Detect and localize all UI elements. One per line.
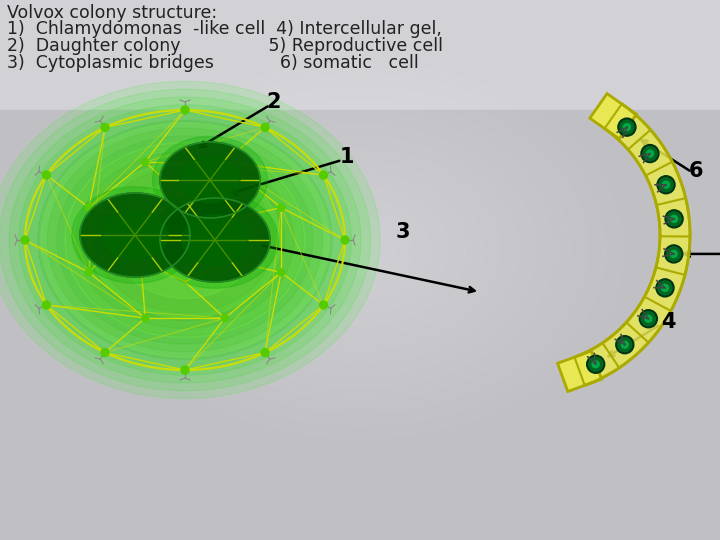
- Ellipse shape: [102, 210, 168, 260]
- Bar: [0, 110, 720, 540]
- Ellipse shape: [89, 162, 281, 318]
- Circle shape: [278, 269, 284, 276]
- Ellipse shape: [161, 220, 209, 260]
- Circle shape: [181, 366, 189, 374]
- Ellipse shape: [180, 157, 240, 203]
- Circle shape: [221, 158, 228, 165]
- Ellipse shape: [28, 113, 342, 367]
- Circle shape: [658, 281, 672, 295]
- Ellipse shape: [76, 152, 294, 328]
- Circle shape: [642, 312, 655, 326]
- Ellipse shape: [41, 123, 329, 357]
- Circle shape: [665, 245, 683, 263]
- Circle shape: [142, 315, 149, 321]
- Circle shape: [639, 310, 657, 328]
- Polygon shape: [575, 104, 690, 386]
- Ellipse shape: [137, 201, 233, 279]
- Text: Volvox colony structure:: Volvox colony structure:: [7, 4, 217, 22]
- Circle shape: [657, 176, 675, 194]
- Circle shape: [665, 210, 683, 228]
- Circle shape: [261, 124, 269, 131]
- Circle shape: [616, 336, 634, 354]
- Circle shape: [221, 315, 228, 321]
- Circle shape: [587, 355, 605, 373]
- Circle shape: [643, 146, 657, 160]
- Ellipse shape: [80, 193, 190, 277]
- Ellipse shape: [0, 89, 371, 391]
- Circle shape: [101, 349, 109, 356]
- Ellipse shape: [95, 167, 274, 313]
- Circle shape: [42, 171, 50, 179]
- Circle shape: [659, 178, 673, 192]
- Text: 2)  Daughter colony                5) Reproductive cell: 2) Daughter colony 5) Reproductive cell: [7, 37, 443, 55]
- Circle shape: [620, 120, 634, 134]
- Text: 3)  Cytoplasmic bridges            6) somatic   cell: 3) Cytoplasmic bridges 6) somatic cell: [7, 54, 419, 72]
- Text: 1: 1: [340, 147, 354, 167]
- Circle shape: [42, 301, 50, 309]
- Circle shape: [645, 315, 652, 322]
- Ellipse shape: [66, 144, 303, 336]
- Text: 3: 3: [396, 222, 410, 242]
- Ellipse shape: [153, 136, 268, 224]
- Text: 4: 4: [661, 312, 675, 332]
- Circle shape: [341, 236, 349, 244]
- Circle shape: [624, 124, 631, 131]
- Ellipse shape: [86, 159, 284, 321]
- Text: 2: 2: [266, 92, 281, 112]
- Circle shape: [142, 158, 149, 165]
- Circle shape: [86, 204, 92, 211]
- Ellipse shape: [0, 82, 380, 399]
- Ellipse shape: [160, 198, 270, 282]
- Circle shape: [647, 150, 654, 157]
- Circle shape: [618, 338, 632, 352]
- Circle shape: [670, 215, 678, 222]
- Polygon shape: [590, 93, 636, 139]
- Circle shape: [278, 204, 284, 211]
- Ellipse shape: [19, 105, 351, 375]
- Circle shape: [662, 285, 668, 292]
- Ellipse shape: [57, 136, 313, 344]
- Circle shape: [667, 247, 680, 261]
- Circle shape: [593, 361, 599, 368]
- Circle shape: [589, 357, 603, 372]
- Circle shape: [670, 251, 678, 258]
- Circle shape: [618, 118, 636, 136]
- Circle shape: [261, 349, 269, 356]
- Ellipse shape: [48, 128, 323, 352]
- Bar: [0, 0, 720, 110]
- Circle shape: [320, 171, 328, 179]
- Text: 6: 6: [689, 161, 703, 181]
- Circle shape: [667, 212, 681, 226]
- Circle shape: [101, 124, 109, 131]
- Circle shape: [181, 106, 189, 114]
- Ellipse shape: [38, 120, 332, 360]
- Circle shape: [320, 301, 328, 309]
- Ellipse shape: [72, 187, 198, 284]
- Circle shape: [621, 341, 629, 348]
- Circle shape: [662, 181, 670, 188]
- Ellipse shape: [9, 97, 361, 383]
- Ellipse shape: [160, 142, 260, 218]
- Ellipse shape: [152, 192, 278, 288]
- Circle shape: [21, 236, 29, 244]
- Circle shape: [641, 145, 659, 163]
- Ellipse shape: [65, 143, 305, 338]
- Circle shape: [656, 279, 674, 297]
- Circle shape: [86, 269, 92, 276]
- Ellipse shape: [113, 181, 257, 299]
- Ellipse shape: [182, 215, 248, 265]
- Polygon shape: [557, 351, 602, 392]
- Text: 1)  Chlamydomonas  -like cell  4) Intercellular gel,: 1) Chlamydomonas -like cell 4) Intercell…: [7, 20, 442, 38]
